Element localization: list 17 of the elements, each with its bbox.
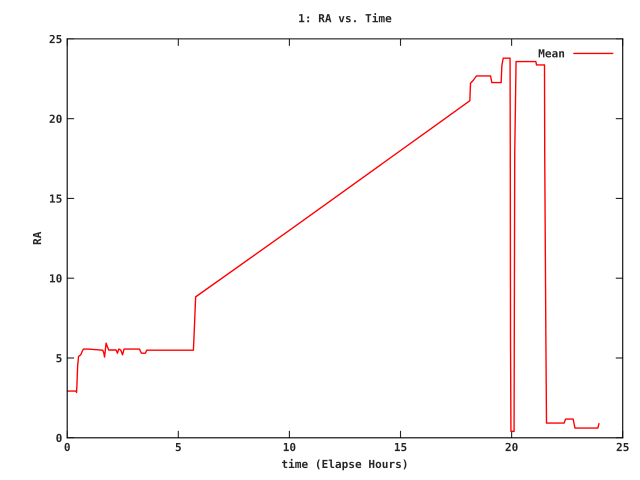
y-tick-label: 0	[56, 434, 62, 442]
chart-title: 1: RA vs. Time	[299, 13, 392, 22]
y-tick-label: 15	[50, 194, 62, 203]
line-series	[67, 57, 600, 432]
x-axis-title: time (Elapse Hours)	[282, 458, 406, 470]
x-tick-label: 5	[176, 442, 181, 452]
x-tick-label: 20	[506, 442, 518, 452]
x-tick-label: 10	[284, 442, 296, 452]
x-tick-label: 15	[394, 442, 406, 452]
y-axis-title: RA	[32, 232, 42, 244]
y-tick-label: 5	[56, 354, 62, 362]
legend-label: Mean	[538, 49, 564, 58]
x-tick-label: 25	[616, 442, 629, 452]
y-tick-label: 20	[50, 114, 62, 124]
x-tick-label: 0	[64, 442, 70, 452]
y-tick-label: 25	[50, 34, 62, 44]
y-tick-label: 10	[50, 274, 62, 283]
